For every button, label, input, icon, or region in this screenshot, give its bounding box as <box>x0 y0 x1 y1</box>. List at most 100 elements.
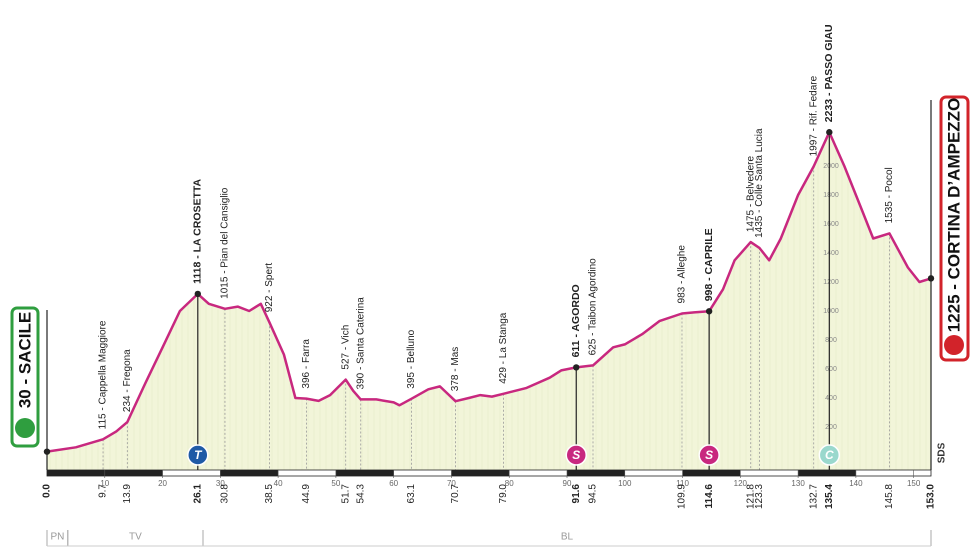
finish-box <box>939 95 970 362</box>
y-tick-label: 1000 <box>823 308 839 315</box>
x-tick-label: 20 <box>158 479 167 488</box>
icon-letter: S <box>572 448 580 462</box>
x-tick-label: 140 <box>849 479 863 488</box>
region-label: BL <box>561 532 574 543</box>
x-tick-label: 10 <box>100 479 109 488</box>
km-strip-band <box>104 470 163 476</box>
waypoint-label: 429 - La Stanga <box>498 312 509 384</box>
start-box <box>10 306 40 448</box>
icon-badge <box>818 444 841 466</box>
km-label: 70.7 <box>450 484 461 504</box>
waypoint-dot <box>194 290 201 298</box>
waypoint-label: 1535 - Pocol <box>884 167 895 223</box>
icon-badge <box>698 444 720 466</box>
finish-icon <box>944 335 964 355</box>
waypoint-dot <box>573 364 580 371</box>
start-label: 30 - SACILE <box>15 312 34 408</box>
logo: SDS <box>937 442 948 463</box>
finish-label: 1225 - CORTINA D’AMPEZZO <box>944 98 963 333</box>
x-tick-label: 100 <box>618 479 632 488</box>
km-label: 94.5 <box>588 484 599 504</box>
y-tick-label: 200 <box>825 424 837 431</box>
x-tick-label: 130 <box>791 479 805 488</box>
km-strip-band <box>567 470 625 476</box>
x-tick-label: 70 <box>447 479 456 488</box>
region-label: TV <box>129 532 142 543</box>
km-label: 30.8 <box>220 484 231 504</box>
km-label: 9.7 <box>98 484 109 498</box>
km-label: 135.4 <box>824 484 835 509</box>
y-tick-label: 1200 <box>823 279 839 286</box>
waypoint-label: 1015 - Pian del Cansiglio <box>220 187 231 299</box>
x-tick-label: 120 <box>734 479 748 488</box>
x-tick-label: 60 <box>389 479 398 488</box>
waypoint-label: 1118 - LA CROSETTA <box>192 178 204 283</box>
x-tick-label: 90 <box>563 479 572 488</box>
waypoint-label: 115 - Cappella Maggiore <box>98 320 109 429</box>
waypoint-label: 1475 - Belvedere <box>745 156 756 233</box>
km-label: 51.7 <box>340 484 351 504</box>
km-strip-band <box>47 470 105 476</box>
km-label: 44.9 <box>301 484 312 504</box>
waypoint-label: 1435 - Colle Santa Lucia <box>754 128 765 238</box>
waypoint-label: 390 - Santa Caterina <box>355 297 366 390</box>
icon-badge <box>565 444 587 466</box>
y-tick-label: 600 <box>825 366 837 373</box>
icon-letter: C <box>825 448 834 462</box>
x-tick-label: 80 <box>505 479 514 488</box>
km-strip-band <box>451 470 510 476</box>
waypoint-label: 395 - Belluno <box>406 329 417 388</box>
km-label: 121.8 <box>745 484 756 509</box>
waypoint-label: 922 - Spert <box>264 263 275 313</box>
km-label: 38.5 <box>264 484 275 504</box>
waypoint-label: 983 - Alleghe <box>677 245 688 304</box>
waypoint-label: 625 - Taibon Agordino <box>588 258 599 356</box>
km-strip-band <box>798 470 856 476</box>
icon-letter: T <box>194 448 203 462</box>
km-label: 153.0 <box>926 484 937 509</box>
km-label: 13.9 <box>122 484 133 504</box>
x-tick-label: 110 <box>676 479 689 488</box>
km-strip-band <box>220 470 279 476</box>
km-label: 79.0 <box>498 484 509 504</box>
waypoint-label: 998 - CAPRILE <box>703 228 715 301</box>
waypoint-label: 378 - Mas <box>450 347 461 391</box>
km-label: 63.1 <box>406 484 417 504</box>
x-tick-label: 40 <box>274 479 283 488</box>
y-tick-label: 1800 <box>823 192 839 199</box>
waypoint-label: 2233 - PASSO GIAU <box>823 24 835 122</box>
waypoint-dot <box>705 308 713 315</box>
waypoint-label: 1997 - Rif. Fedare <box>808 75 819 156</box>
start-icon <box>15 418 35 438</box>
km-label: 54.3 <box>355 484 366 504</box>
region-label: PN <box>50 532 64 543</box>
km-label: 114.6 <box>704 484 715 509</box>
km-label: 91.6 <box>571 484 582 504</box>
y-tick-label: 1600 <box>823 221 839 228</box>
y-tick-label: 800 <box>825 337 837 344</box>
x-tick-label: 150 <box>907 479 921 488</box>
km-strip-band <box>335 470 394 476</box>
waypoint-dot <box>826 129 833 136</box>
km-label: 109.9 <box>677 484 688 509</box>
waypoint-label: 234 - Fregona <box>122 349 133 412</box>
km-label: 145.8 <box>884 484 895 509</box>
km-label: 0.0 <box>42 484 53 498</box>
km-strip-band <box>682 470 741 476</box>
waypoint-label: 527 - Vich <box>340 325 351 370</box>
profile-area <box>47 132 931 470</box>
x-tick-label: 30 <box>216 479 225 488</box>
y-tick-label: 400 <box>825 395 837 402</box>
x-tick-label: 50 <box>331 479 340 488</box>
y-tick-label: 2000 <box>823 163 839 170</box>
km-label: 26.1 <box>192 484 203 504</box>
icon-badge <box>187 444 209 466</box>
waypoint-label: 611 - AGORDO <box>570 284 582 357</box>
y-tick-label: 1400 <box>823 250 839 257</box>
icon-letter: S <box>705 448 713 462</box>
waypoint-label: 396 - Farra <box>301 339 312 389</box>
km-label: 132.7 <box>808 484 819 509</box>
km-label: 123.3 <box>754 484 765 509</box>
profile-line <box>46 130 932 453</box>
